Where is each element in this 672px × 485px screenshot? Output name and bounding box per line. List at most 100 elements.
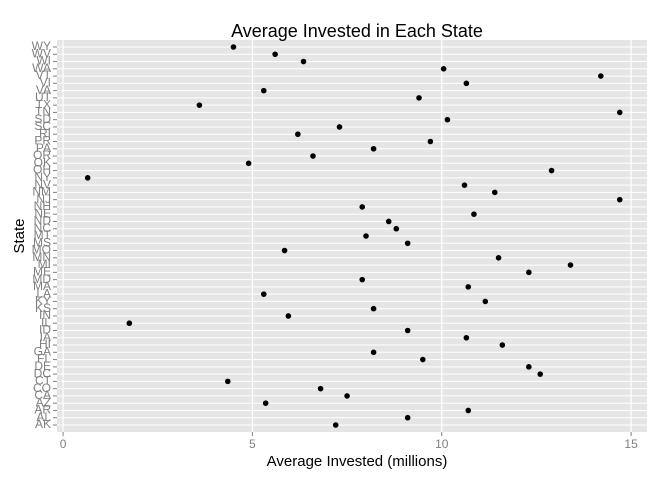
y-tick-label: AZ <box>36 395 51 409</box>
y-tick-label: MA <box>33 279 51 293</box>
dot <box>260 291 267 297</box>
y-tick-label: VA <box>36 83 51 97</box>
y-tick-label: PR <box>34 134 51 148</box>
dot <box>272 51 278 58</box>
dot <box>463 334 470 341</box>
dot <box>461 182 468 188</box>
dot <box>363 233 369 239</box>
dot <box>245 160 252 167</box>
dot <box>281 247 288 254</box>
y-tick-label: NV <box>34 177 51 191</box>
dot <box>495 255 502 261</box>
chart-title: Average Invested in Each State <box>231 21 483 41</box>
y-axis-label: State <box>11 218 28 253</box>
y-tick-label: ND <box>34 214 52 228</box>
x-tick-label: 0 <box>60 437 67 451</box>
dot <box>370 145 377 152</box>
dot <box>471 211 477 217</box>
dot <box>526 269 532 276</box>
y-tick-label: LA <box>36 286 51 300</box>
dot <box>416 95 422 101</box>
dot <box>224 378 231 385</box>
x-tick-label: 10 <box>435 437 449 451</box>
dot <box>548 167 555 174</box>
y-tick-label: MN <box>32 250 51 264</box>
y-tick-label: VI <box>40 76 51 90</box>
dot <box>482 298 489 305</box>
y-tick-label: IN <box>39 308 51 322</box>
y-tick-label: KY <box>35 294 51 308</box>
dot <box>310 153 316 159</box>
y-tick-label: NM <box>32 185 51 199</box>
y-tick-label: NJ <box>36 192 51 206</box>
dot <box>444 116 451 123</box>
y-tick-label: MO <box>32 243 51 257</box>
dot <box>359 276 366 283</box>
dot <box>370 305 377 312</box>
dot <box>126 320 133 327</box>
y-tick-label: MD <box>32 272 51 286</box>
y-tick-label: NY <box>34 170 51 184</box>
dot <box>344 393 350 399</box>
y-tick-label: CO <box>33 381 51 395</box>
y-tick-label: OR <box>33 148 51 162</box>
y-tick-label: NH <box>34 199 51 213</box>
y-tick-label: IA <box>40 330 51 344</box>
y-tick-label: NE <box>34 206 51 220</box>
x-axis-label: Average Invested (millions) <box>267 453 448 470</box>
dot <box>196 102 203 108</box>
dot <box>463 80 470 87</box>
y-tick-label: OH <box>33 163 51 177</box>
y-tick-label: WV <box>32 46 51 60</box>
y-tick-label: KS <box>35 301 51 315</box>
dot <box>359 204 366 210</box>
dot <box>597 73 604 79</box>
y-tick-label: MS <box>33 235 51 249</box>
dot <box>420 356 426 363</box>
y-tick-label: RI <box>39 126 51 140</box>
y-tick-label: VT <box>36 68 52 82</box>
dot <box>616 196 623 203</box>
y-tick-label: GA <box>34 344 51 358</box>
dot <box>537 371 544 377</box>
dot <box>260 87 267 94</box>
x-tick-label: 15 <box>624 437 638 451</box>
y-tick-label: HI <box>39 337 51 351</box>
y-tick-label: TX <box>36 97 51 111</box>
y-tick-label: NC <box>34 221 52 235</box>
y-tick-label: IL <box>41 315 51 329</box>
y-tick-label: CT <box>35 374 52 388</box>
dot <box>385 218 392 225</box>
dot <box>230 44 237 50</box>
y-tick-label: MI <box>38 257 51 271</box>
dot <box>336 124 343 130</box>
dot <box>295 131 301 138</box>
y-tick-label: AR <box>34 403 51 417</box>
dot <box>491 189 498 196</box>
dot <box>84 175 91 181</box>
y-tick-label: MT <box>34 228 52 242</box>
y-tick-label: TN <box>35 105 51 119</box>
y-tick-label: SD <box>34 112 51 126</box>
y-tick-label: DE <box>34 359 51 373</box>
dot <box>404 414 411 421</box>
dot <box>440 66 447 72</box>
y-tick-label: PA <box>36 141 51 155</box>
y-tick-label: WY <box>32 39 51 53</box>
dot <box>332 422 339 428</box>
dot <box>262 400 269 406</box>
y-tick-label: WA <box>32 61 51 75</box>
dot <box>404 240 411 247</box>
y-tick-label: ID <box>39 323 51 337</box>
y-tick-label: CA <box>34 388 51 402</box>
y-tick-label: UT <box>35 90 52 104</box>
dot <box>499 342 506 348</box>
dot <box>370 349 377 356</box>
x-tick-label: 5 <box>249 437 256 451</box>
dot <box>427 138 434 145</box>
dot <box>285 313 292 319</box>
y-tick-label: SC <box>34 119 51 133</box>
y-tick-label: OK <box>34 155 51 169</box>
dot <box>465 407 472 414</box>
y-tick-label: DC <box>34 366 52 380</box>
